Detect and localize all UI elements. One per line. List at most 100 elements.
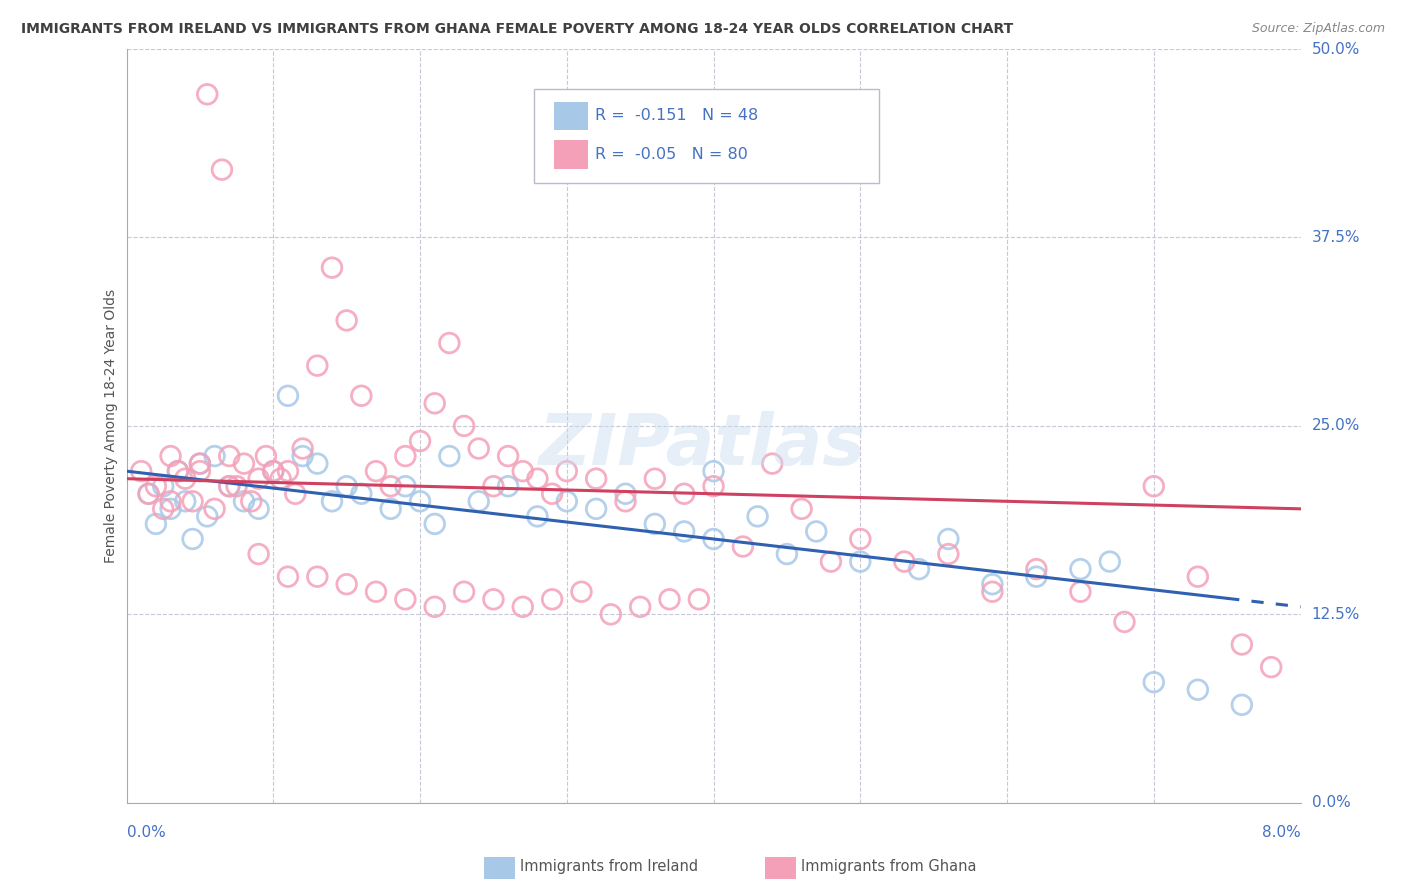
- Text: 12.5%: 12.5%: [1312, 607, 1360, 622]
- Point: [307, 359, 329, 373]
- Point: [409, 434, 432, 448]
- Point: [188, 457, 211, 471]
- Point: [1143, 479, 1166, 493]
- Point: [453, 584, 475, 599]
- Point: [1025, 570, 1047, 584]
- Point: [981, 584, 1004, 599]
- Point: [204, 449, 226, 463]
- Point: [496, 479, 519, 493]
- Point: [152, 479, 174, 493]
- Text: R =  -0.151   N = 48: R = -0.151 N = 48: [595, 109, 758, 123]
- Point: [262, 464, 284, 478]
- Point: [731, 540, 754, 554]
- Point: [291, 449, 314, 463]
- Point: [1098, 555, 1121, 569]
- Point: [284, 487, 307, 501]
- Text: 0.0%: 0.0%: [127, 825, 166, 840]
- Point: [585, 472, 607, 486]
- Point: [152, 501, 174, 516]
- Text: IMMIGRANTS FROM IRELAND VS IMMIGRANTS FROM GHANA FEMALE POVERTY AMONG 18-24 YEAR: IMMIGRANTS FROM IRELAND VS IMMIGRANTS FR…: [21, 22, 1014, 37]
- Point: [174, 472, 197, 486]
- Point: [247, 501, 270, 516]
- Point: [380, 501, 402, 516]
- Point: [240, 494, 263, 508]
- Point: [806, 524, 828, 539]
- Point: [181, 494, 204, 508]
- Point: [247, 547, 270, 561]
- Point: [195, 509, 218, 524]
- Point: [512, 599, 534, 614]
- Point: [159, 501, 181, 516]
- Point: [644, 472, 666, 486]
- Point: [254, 449, 277, 463]
- Point: [364, 584, 387, 599]
- Point: [394, 479, 416, 493]
- Point: [218, 479, 240, 493]
- Point: [350, 389, 373, 403]
- Point: [233, 494, 256, 508]
- Y-axis label: Female Poverty Among 18-24 Year Olds: Female Poverty Among 18-24 Year Olds: [104, 289, 118, 563]
- Point: [218, 449, 240, 463]
- Text: 8.0%: 8.0%: [1261, 825, 1301, 840]
- Point: [138, 487, 160, 501]
- Point: [336, 577, 359, 591]
- Point: [439, 336, 461, 351]
- Point: [1143, 675, 1166, 690]
- Point: [1230, 698, 1253, 712]
- Point: [307, 457, 329, 471]
- Point: [307, 570, 329, 584]
- Point: [181, 532, 204, 546]
- Text: 25.0%: 25.0%: [1312, 418, 1360, 434]
- Point: [277, 389, 299, 403]
- Point: [467, 494, 489, 508]
- Point: [423, 396, 446, 410]
- Point: [936, 547, 959, 561]
- Point: [526, 509, 548, 524]
- Point: [482, 479, 505, 493]
- Point: [188, 464, 211, 478]
- Point: [658, 592, 681, 607]
- Point: [747, 509, 769, 524]
- Point: [790, 501, 813, 516]
- Point: [555, 464, 578, 478]
- Point: [541, 487, 564, 501]
- Point: [233, 457, 256, 471]
- Text: R =  -0.05   N = 80: R = -0.05 N = 80: [595, 147, 748, 161]
- Point: [776, 547, 799, 561]
- Point: [614, 487, 637, 501]
- Point: [394, 592, 416, 607]
- Text: 50.0%: 50.0%: [1312, 42, 1360, 56]
- Point: [526, 472, 548, 486]
- Point: [1069, 562, 1091, 576]
- Point: [138, 487, 160, 501]
- Point: [702, 479, 725, 493]
- Point: [1187, 682, 1209, 697]
- Point: [599, 607, 621, 622]
- Point: [211, 162, 233, 177]
- Point: [453, 419, 475, 434]
- Point: [936, 532, 959, 546]
- Text: Source: ZipAtlas.com: Source: ZipAtlas.com: [1251, 22, 1385, 36]
- Text: ZIPatlas: ZIPatlas: [540, 411, 866, 481]
- Point: [167, 464, 190, 478]
- Point: [571, 584, 593, 599]
- Point: [262, 464, 284, 478]
- Point: [908, 562, 931, 576]
- Point: [1025, 562, 1047, 576]
- Point: [145, 479, 167, 493]
- Point: [218, 479, 240, 493]
- Point: [145, 516, 167, 531]
- Point: [644, 516, 666, 531]
- Point: [336, 479, 359, 493]
- Point: [270, 472, 292, 486]
- Point: [1114, 615, 1136, 629]
- Point: [321, 494, 343, 508]
- Point: [512, 464, 534, 478]
- Point: [820, 555, 842, 569]
- Text: Immigrants from Ireland: Immigrants from Ireland: [520, 859, 699, 873]
- Text: 37.5%: 37.5%: [1312, 230, 1360, 245]
- Point: [688, 592, 710, 607]
- Point: [849, 555, 872, 569]
- Point: [277, 464, 299, 478]
- Point: [204, 501, 226, 516]
